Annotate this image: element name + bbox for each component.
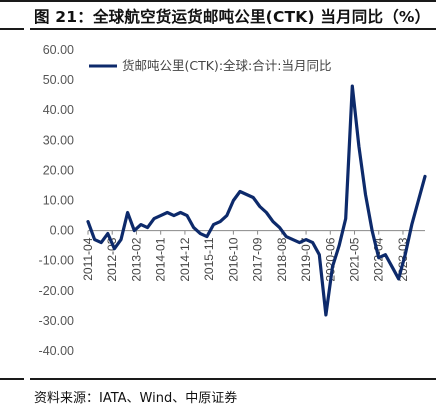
y-tick-label: -40.00 xyxy=(39,344,74,358)
x-tick-label: 2014-01 xyxy=(154,237,168,281)
legend: 货邮吨公里(CTK):全球:合计:当月同比 xyxy=(89,58,331,73)
title-rule xyxy=(30,28,436,30)
source-side-mark xyxy=(0,378,24,380)
x-tick-label: 2020-06 xyxy=(323,237,337,281)
x-tick-label: 2019-07 xyxy=(299,237,313,281)
x-tick-label: 2011-04 xyxy=(81,237,95,280)
y-tick-label: 30.00 xyxy=(43,133,74,147)
source-note: 资料来源：IATA、Wind、中原证券 xyxy=(34,391,238,406)
series-line xyxy=(86,84,427,317)
x-tick-label: 2016-10 xyxy=(226,237,240,281)
x-tick-label: 2017-09 xyxy=(251,237,265,281)
y-tick-label: 20.00 xyxy=(43,163,74,177)
legend-label: 货邮吨公里(CTK):全球:合计:当月同比 xyxy=(122,58,331,73)
y-tick-label: -30.00 xyxy=(39,314,74,328)
top-rule xyxy=(0,0,436,2)
x-tick-label: 2014-12 xyxy=(178,237,192,281)
y-tick-label: 60.00 xyxy=(43,43,74,57)
x-tick-label: 2018-08 xyxy=(275,237,289,281)
y-axis: 60.00 50.00 40.00 30.00 20.00 10.00 0.00 -10.00… xyxy=(39,43,75,358)
y-tick-label: 10.00 xyxy=(43,194,74,208)
y-tick-label: -10.00 xyxy=(39,254,74,268)
title-side-mark xyxy=(0,28,24,30)
x-tick-label: 2015-11 xyxy=(202,237,216,280)
chart-title: 图 21：全球航空货运货邮吨公里(CTK) 当月同比（%） xyxy=(34,8,431,26)
x-tick-label: 2021-05 xyxy=(348,237,362,281)
y-tick-label: 50.00 xyxy=(43,73,74,87)
y-tick-label: 40.00 xyxy=(43,103,74,117)
x-axis: 2011-04 2012-03 2013-02 2014-01 2014-12 2015-… xyxy=(81,230,410,282)
bottom-rule xyxy=(30,378,436,380)
y-tick-label: -20.00 xyxy=(39,284,74,298)
x-tick-label: 2013-02 xyxy=(129,237,143,281)
y-tick-label: 0.00 xyxy=(50,224,74,238)
